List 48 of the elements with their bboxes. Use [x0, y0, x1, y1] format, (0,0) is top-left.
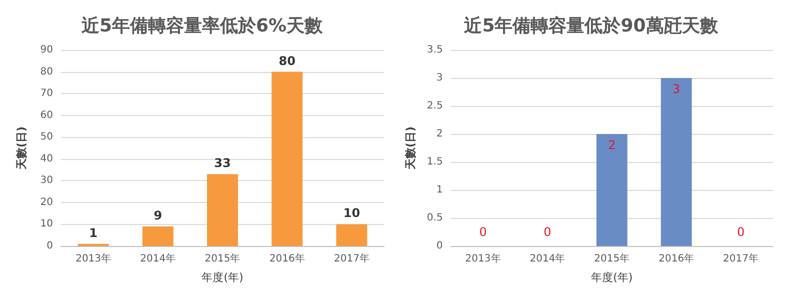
x-tick-label: 2017年: [723, 252, 759, 264]
y-tick-label: 90: [40, 44, 53, 56]
y-tick-label: 0: [46, 240, 53, 252]
data-label: 0: [544, 225, 552, 239]
y-tick-label: 30: [40, 175, 53, 186]
x-tick-label: 2014年: [530, 252, 566, 264]
x-tick-label: 2014年: [140, 252, 176, 264]
x-tick-label: 2013年: [465, 252, 501, 264]
x-tick-label: 2013年: [76, 252, 112, 264]
bar: [336, 224, 368, 246]
data-label: 80: [278, 54, 296, 68]
chart-title: 近5年備轉容量低於90萬瓩天數: [463, 16, 719, 36]
bar: [272, 72, 303, 246]
y-tick-label: 70: [40, 88, 53, 100]
data-label: 3: [672, 82, 680, 96]
y-tick-label: 1: [436, 184, 443, 196]
y-tick-label: 2.5: [426, 100, 443, 112]
x-tick-label: 2017年: [334, 252, 370, 264]
data-label: 33: [214, 156, 231, 170]
x-tick-label: 2015年: [594, 252, 630, 264]
y-tick-label: 40: [40, 153, 53, 164]
x-tick-label: 2016年: [269, 252, 305, 264]
data-label: 9: [154, 208, 162, 222]
y-tick-label: 2: [436, 128, 443, 140]
x-axis-title: 年度(年): [591, 271, 633, 284]
y-axis-title: 天數(日): [404, 126, 417, 171]
data-label: 10: [343, 206, 360, 220]
x-axis-title: 年度(年): [202, 271, 244, 284]
y-tick-label: 20: [40, 196, 53, 208]
data-label: 0: [479, 225, 487, 239]
bar: [142, 226, 174, 246]
y-tick-label: 80: [40, 66, 53, 78]
y-tick-label: 50: [40, 132, 53, 143]
x-tick-label: 2015年: [204, 252, 240, 264]
data-label: 2: [608, 138, 616, 152]
y-tick-label: 1.5: [426, 156, 443, 168]
x-tick-label: 2016年: [658, 252, 694, 264]
y-tick-label: 3.5: [426, 44, 443, 56]
data-label: 1: [89, 226, 98, 240]
y-tick-label: 0.5: [426, 212, 443, 224]
y-tick-label: 0: [436, 240, 443, 252]
y-tick-label: 3: [436, 72, 443, 84]
chart-title: 近5年備轉容量率低於6%天數: [80, 16, 324, 36]
y-axis-title: 天數(日): [15, 126, 28, 171]
bar: [206, 174, 238, 246]
data-label: 0: [736, 225, 745, 239]
y-tick-label: 60: [40, 110, 53, 121]
y-tick-label: 10: [40, 218, 53, 230]
